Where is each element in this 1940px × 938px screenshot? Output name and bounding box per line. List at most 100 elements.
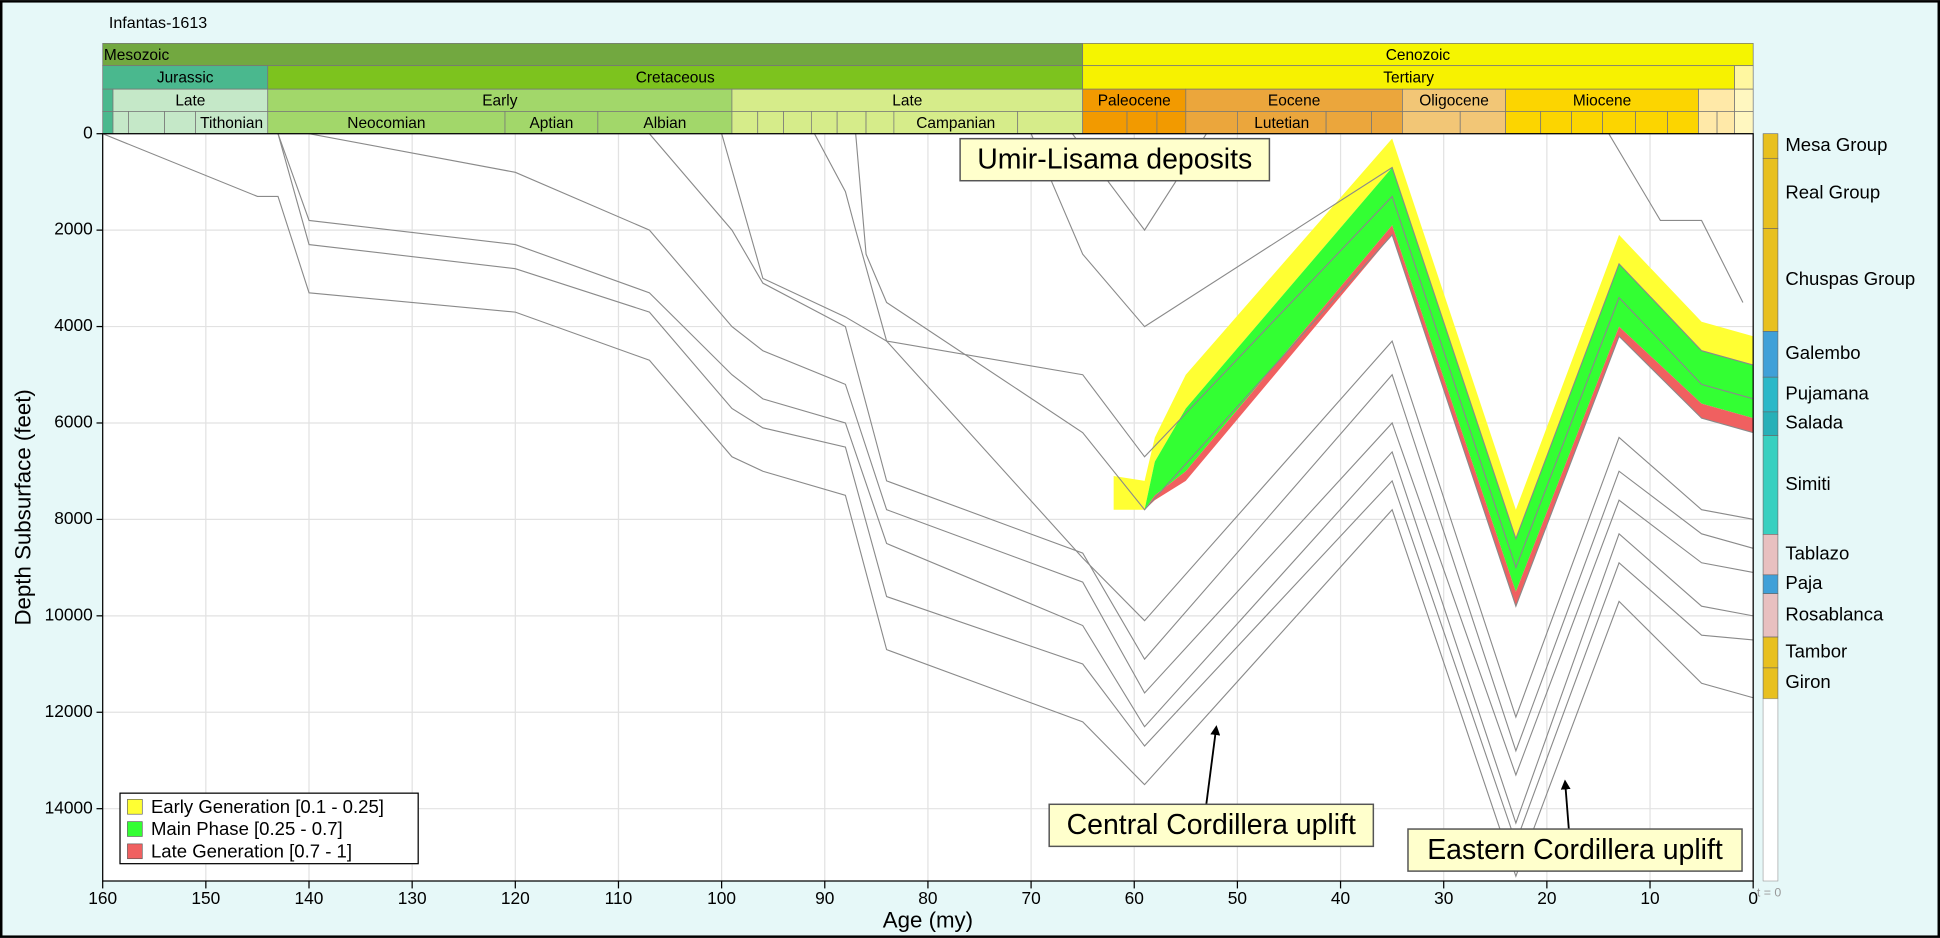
x-tick-label: 0 [1748, 888, 1758, 908]
y-tick-label: 4000 [54, 315, 93, 335]
timescale-label: Early [482, 93, 517, 110]
y-tick-label: 6000 [54, 412, 93, 432]
annotation-arrow [1205, 725, 1221, 805]
x-tick-label: 110 [605, 888, 633, 908]
y-tick-label: 8000 [54, 508, 93, 528]
timescale-cell [757, 111, 784, 135]
timescale-label: Aptian [530, 115, 574, 132]
x-tick-label: 120 [501, 888, 530, 908]
x-tick-label: 150 [191, 888, 220, 908]
timescale-cell [1698, 111, 1718, 135]
timescale-label: Late [175, 93, 205, 110]
formation-label: Pujamana [1785, 382, 1869, 403]
timescale-cell [112, 111, 129, 135]
formation-label: Mesa Group [1785, 134, 1887, 155]
maturity-zones [1113, 138, 1754, 607]
burial-line [721, 133, 1754, 570]
legend-label: Early Generation [0.1 - 0.25] [151, 796, 384, 817]
overlay: 160 150 140 130 120 110 100 90 80 70 60 50 40 30 20 10 0… [45, 43, 1915, 908]
timescale-label: Late [892, 93, 922, 110]
legend-swatch [127, 799, 143, 815]
formation-label: Galembo [1785, 342, 1860, 363]
formation-bar [1762, 435, 1779, 535]
annotation-box [1407, 828, 1743, 872]
burial-line [102, 133, 1754, 878]
timescale-label: Neocomian [347, 115, 425, 132]
x-tick-label: 60 [1125, 888, 1144, 908]
timescale-cell [164, 111, 196, 135]
timescale-cell [102, 43, 1084, 67]
formation-bar [1762, 593, 1779, 638]
timescale-label: Albian [643, 115, 686, 132]
column-label: t = 0 [1757, 886, 1782, 900]
burial-line [1608, 133, 1744, 303]
timescale-cell [1734, 88, 1754, 112]
x-tick-label: 40 [1331, 888, 1350, 908]
timescale-label: Oligocene [1419, 93, 1489, 110]
timescale-cell [102, 88, 114, 112]
timescale-cell [865, 111, 895, 135]
x-tick-label: 30 [1434, 888, 1453, 908]
formation-label: Simiti [1785, 473, 1830, 494]
timescale-label: Eocene [1268, 93, 1320, 110]
timescale-label: Campanian [916, 115, 995, 132]
formation-label: Salada [1785, 412, 1843, 433]
formation-bar [1762, 376, 1779, 413]
burial-line [277, 133, 1754, 825]
annotation-box [959, 137, 1271, 182]
burial-line [277, 133, 1754, 845]
formation-label: Paja [1785, 572, 1823, 593]
formation-bar [1762, 228, 1779, 332]
annotation-box [1048, 803, 1375, 848]
formation-bar [1762, 574, 1779, 594]
timescale-cell [1082, 111, 1128, 135]
timescale-cell [128, 111, 165, 135]
x-tick-label: 90 [815, 888, 834, 908]
maturity-zone [1113, 167, 1754, 592]
timescale-cell [1371, 111, 1403, 135]
formation-bar [1762, 636, 1779, 669]
x-tick-label: 20 [1537, 888, 1556, 908]
x-tick-label: 100 [707, 888, 736, 908]
timescale-cell [1698, 88, 1735, 112]
timescale-cell [1667, 111, 1699, 135]
maturity-zone [1113, 138, 1754, 539]
timescale-cell [1734, 111, 1754, 135]
formation-label: Giron [1785, 671, 1830, 692]
y-tick-label: 0 [83, 122, 93, 142]
timescale-cell [731, 111, 759, 135]
timescale-cell [1716, 111, 1735, 135]
formation-bar [1762, 157, 1779, 229]
plot-frame [102, 133, 1754, 882]
y-tick-label: 12000 [45, 701, 93, 721]
timescale-cell [1185, 111, 1238, 135]
burial-line [1030, 133, 1754, 541]
formation-label: Tambor [1785, 640, 1847, 661]
x-tick-label: 50 [1228, 888, 1247, 908]
timescale-label: Tithonian [200, 115, 263, 132]
legend-swatch [127, 821, 143, 837]
x-tick-label: 160 [88, 888, 117, 908]
formation-label: Real Group [1785, 181, 1880, 202]
burial-line [855, 133, 1754, 608]
timescale-cell [810, 111, 838, 135]
burial-line [649, 133, 1754, 753]
x-tick-label: 10 [1640, 888, 1659, 908]
timescale-label: Miocene [1573, 93, 1631, 110]
timescale-cell [1734, 65, 1754, 90]
x-tick-label: 130 [398, 888, 427, 908]
timescale-cell [1505, 111, 1542, 135]
timescale-label: Tertiary [1383, 70, 1434, 87]
timescale-cell [1402, 111, 1461, 135]
x-tick-label: 140 [295, 888, 324, 908]
x-axis-label: Age (my) [883, 908, 973, 933]
legend-box [119, 792, 419, 865]
burial-line [308, 133, 1754, 777]
formation-bar [1762, 133, 1779, 159]
timescale-cell [1126, 111, 1158, 135]
formation-column-rest [1762, 698, 1779, 882]
y-axis-label: Depth Subsurface (feet) [11, 389, 36, 625]
chart-title: Infantas-1613 [109, 14, 207, 32]
x-tick-label: 80 [918, 888, 937, 908]
timescale-cell [1156, 111, 1187, 135]
